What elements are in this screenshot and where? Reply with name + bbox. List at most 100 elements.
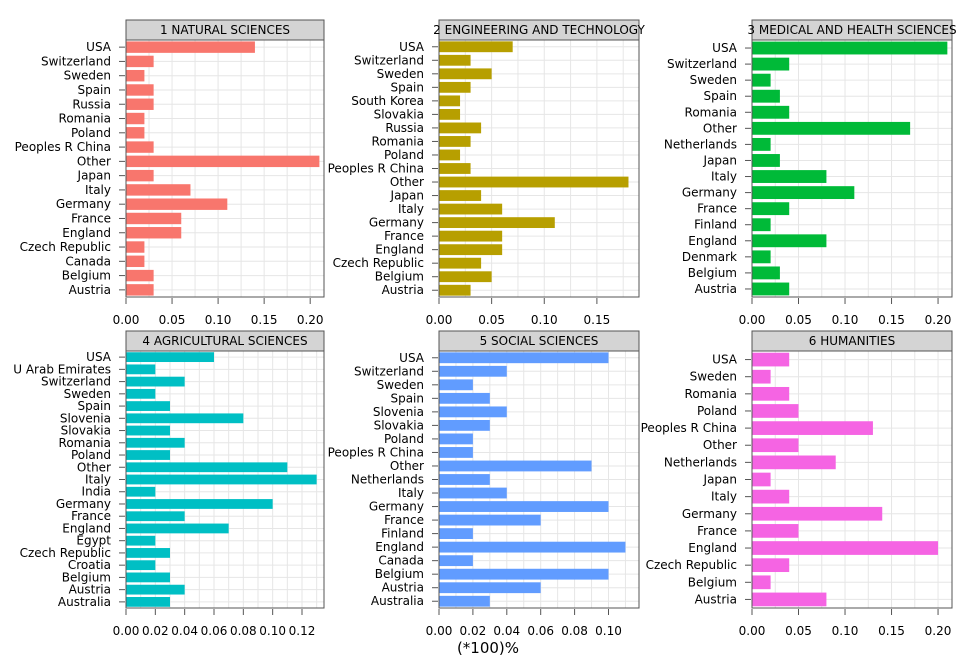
y-tick-label: U Arab Emirates [13, 362, 111, 376]
panel-title: 5 SOCIAL SCIENCES [480, 334, 599, 348]
bar [126, 98, 154, 110]
bar [752, 218, 771, 232]
x-tick-label: 0.15 [584, 313, 611, 327]
panel-5: 5 SOCIAL SCIENCES USASwitzerlandSwedenSpa… [328, 330, 640, 638]
y-tick-label: France [697, 524, 737, 538]
x-tick-label: 0.10 [832, 313, 859, 327]
y-tick-label: Czech Republic [20, 546, 111, 560]
bar [439, 271, 492, 283]
bar [126, 474, 317, 485]
y-tick-label: Italy [711, 490, 737, 504]
bar [126, 388, 156, 399]
bar [752, 558, 790, 573]
bar [126, 352, 214, 363]
y-tick-label: England [688, 541, 737, 555]
y-tick-label: Germany [369, 500, 424, 514]
y-tick-label: USA [399, 351, 425, 365]
x-tick-label: 0.10 [832, 624, 859, 638]
bar [126, 535, 156, 546]
y-tick-label: Other [703, 121, 737, 135]
bar [126, 425, 170, 436]
x-tick-label: 0.05 [785, 313, 812, 327]
x-tick-label: 0.15 [878, 313, 905, 327]
bar [126, 41, 255, 53]
x-tick-label: 0.04 [493, 624, 520, 638]
y-tick-label: Slovenia [373, 405, 424, 419]
bar [126, 486, 156, 497]
y-tick-label: Czech Republic [333, 256, 424, 270]
bar [439, 176, 629, 188]
y-tick-label: Slovakia [374, 107, 424, 121]
y-tick-label: England [62, 521, 111, 535]
y-tick-label: Germany [56, 197, 111, 211]
plot-frame [438, 350, 640, 609]
x-tick-label: 0.15 [878, 624, 905, 638]
bar [752, 170, 827, 183]
y-tick-label: USA [712, 41, 738, 55]
bar [752, 234, 827, 248]
y-tick-label: Slovakia [374, 418, 424, 432]
bar [126, 450, 170, 460]
bar [439, 419, 490, 431]
y-tick-label: Romania [685, 105, 737, 119]
y-tick-label: Poland [71, 126, 111, 140]
y-tick-label: Romania [59, 112, 111, 126]
bar [439, 54, 471, 66]
y-tick-label: USA [86, 40, 112, 54]
bar [126, 284, 154, 296]
bar [439, 149, 461, 161]
y-tick-label: Belgium [375, 567, 424, 581]
y-tick-label: Sweden [64, 69, 111, 83]
bar [126, 227, 182, 239]
y-tick-label: Spain [390, 80, 424, 94]
y-tick-label: Germany [682, 186, 737, 200]
y-tick-label: Austria [69, 583, 111, 597]
y-tick-label: Belgium [375, 270, 424, 284]
bar [752, 121, 911, 135]
y-tick-label: Denmark [682, 250, 737, 264]
bar [126, 437, 185, 448]
y-tick-label: Germany [369, 216, 424, 230]
bar [752, 575, 771, 590]
bar [126, 560, 156, 571]
panel-2: 2 ENGINEERING AND TECHNOLOGY USASwitzerla… [328, 19, 645, 327]
y-tick-label: Australia [371, 594, 424, 608]
bar [752, 421, 873, 435]
x-tick-label: 0.05 [785, 624, 812, 638]
bar [439, 41, 513, 53]
panel-1: 1 NATURAL SCIENCES USASwitzerlandSwedenSp… [15, 19, 325, 327]
x-tick-label: 0.00 [113, 313, 140, 327]
bar [752, 202, 790, 216]
x-tick-label: 0.02 [142, 624, 169, 638]
bar [126, 596, 170, 607]
bar [126, 255, 145, 268]
y-tick-label: Finland [381, 527, 424, 541]
y-tick-label: Sweden [690, 370, 737, 384]
bar [439, 460, 592, 472]
bar [126, 69, 145, 82]
x-tick-label: 0.08 [230, 624, 257, 638]
bar [439, 163, 471, 174]
bar [126, 584, 185, 595]
y-tick-label: Sweden [64, 387, 111, 401]
bar [126, 462, 288, 473]
bar [752, 404, 799, 418]
y-tick-label: Italy [398, 486, 424, 500]
y-tick-label: USA [712, 353, 738, 367]
y-tick-label: Russia [72, 97, 111, 111]
y-tick-label: Poland [71, 448, 111, 462]
bar [439, 487, 507, 499]
bar [752, 41, 948, 55]
panel-title: 6 HUMANITIES [809, 334, 895, 348]
bar [126, 241, 145, 253]
y-tick-label: Other [390, 459, 424, 473]
y-tick-label: England [688, 234, 737, 248]
plot-area [126, 40, 324, 297]
x-tick-label: 0.15 [251, 313, 278, 327]
bar [752, 154, 780, 167]
y-tick-label: Switzerland [667, 57, 737, 71]
bar [439, 203, 503, 215]
bar [439, 447, 473, 458]
